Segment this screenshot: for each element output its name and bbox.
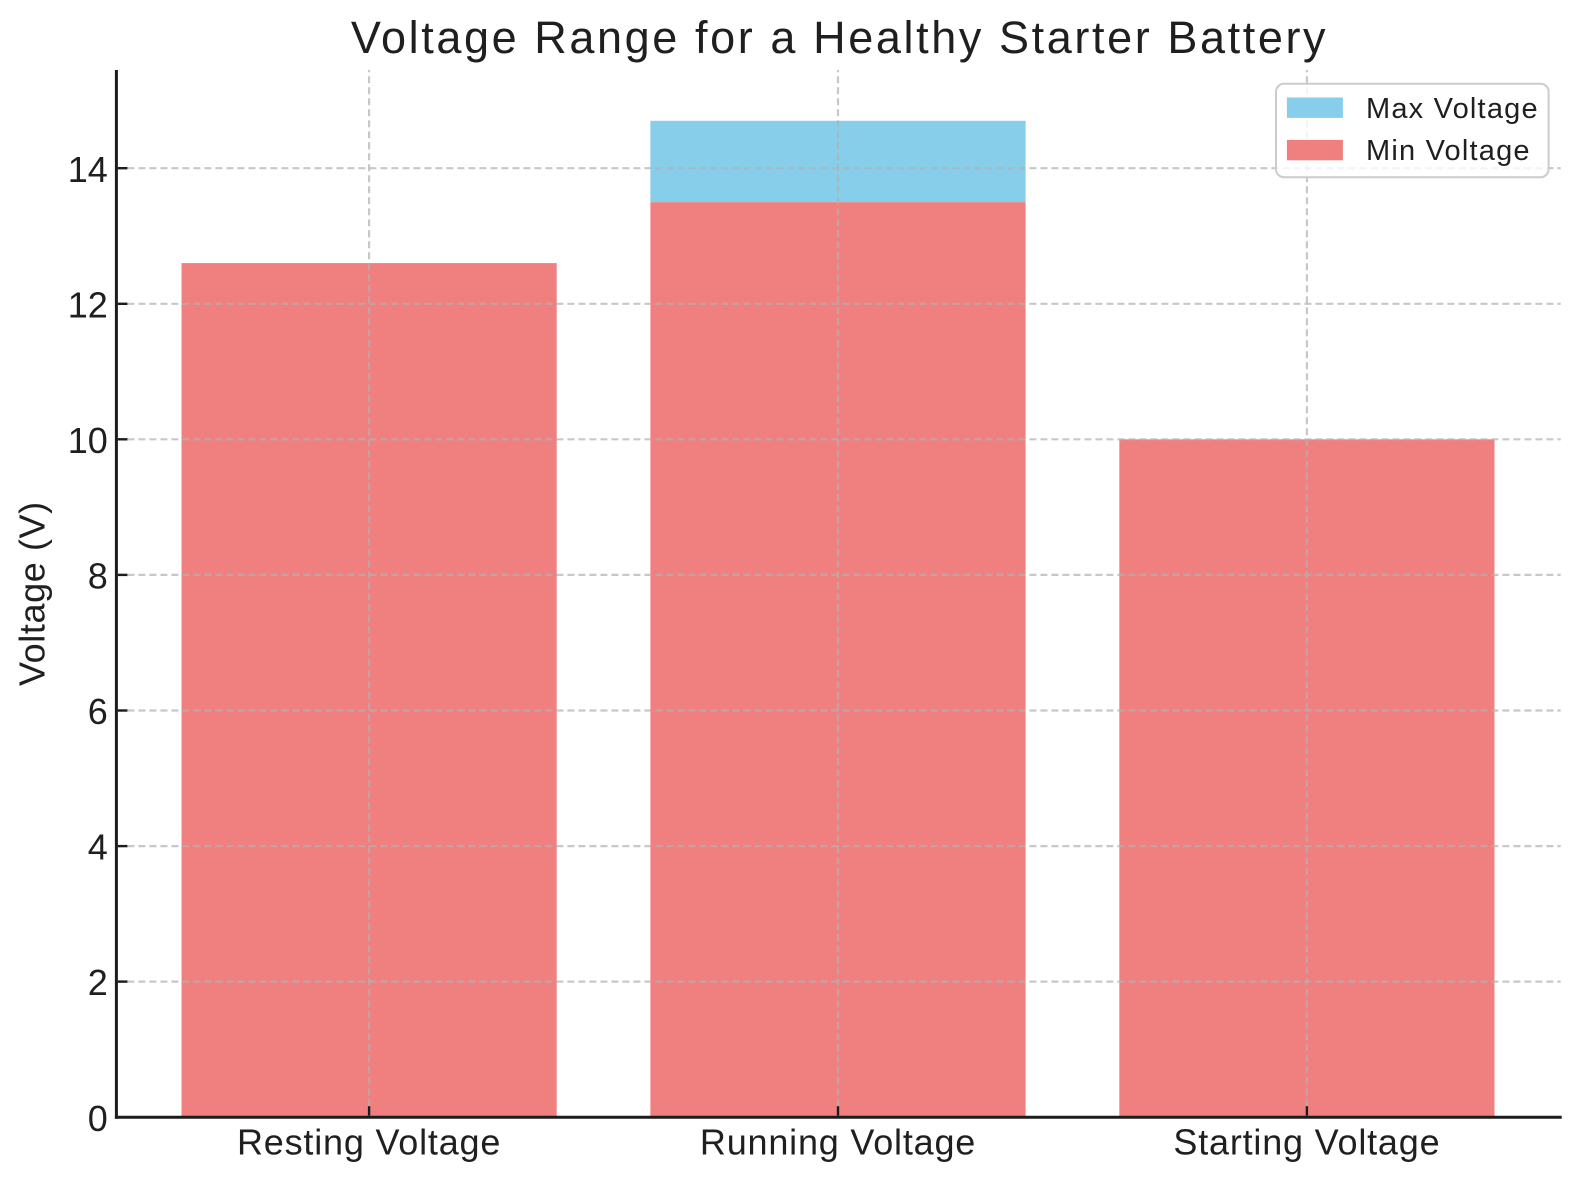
svg-text:8: 8 bbox=[88, 556, 108, 597]
svg-text:10: 10 bbox=[68, 420, 108, 461]
svg-text:12: 12 bbox=[68, 284, 108, 325]
svg-text:Starting Voltage: Starting Voltage bbox=[1173, 1122, 1440, 1163]
svg-text:0: 0 bbox=[88, 1098, 108, 1139]
svg-text:Running Voltage: Running Voltage bbox=[700, 1122, 976, 1163]
svg-text:Max Voltage: Max Voltage bbox=[1366, 93, 1539, 125]
svg-text:6: 6 bbox=[88, 691, 108, 732]
svg-text:4: 4 bbox=[88, 827, 108, 868]
svg-text:2: 2 bbox=[88, 962, 108, 1003]
svg-text:14: 14 bbox=[68, 149, 108, 190]
svg-text:Voltage (V): Voltage (V) bbox=[12, 501, 53, 686]
svg-text:Voltage Range for a Healthy St: Voltage Range for a Healthy Starter Batt… bbox=[351, 12, 1328, 63]
svg-text:Min Voltage: Min Voltage bbox=[1366, 135, 1531, 167]
svg-text:Resting Voltage: Resting Voltage bbox=[237, 1122, 501, 1163]
